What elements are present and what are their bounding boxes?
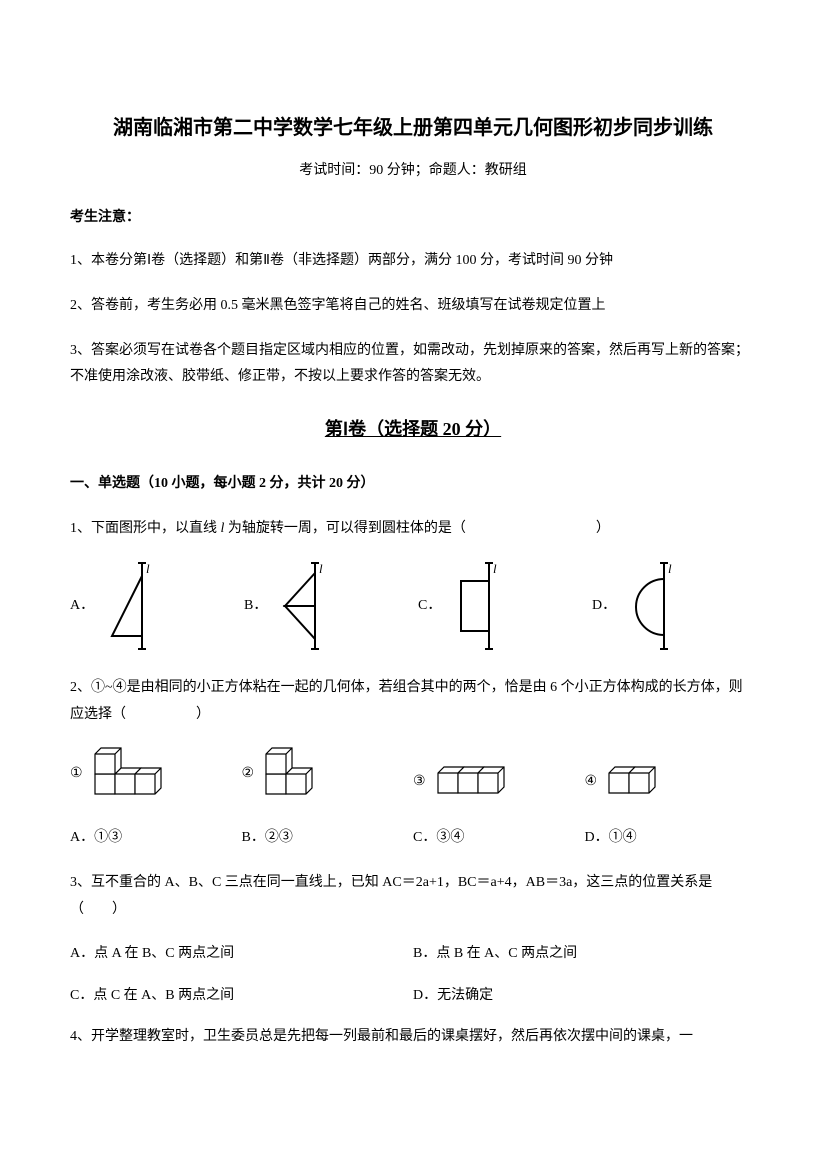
q1-option-d: D． l xyxy=(592,561,756,651)
svg-text:l: l xyxy=(493,561,497,576)
q2-shape-3-icon xyxy=(432,761,522,801)
q3-options-row-2: C．点 C 在 A、B 两点之间 D．无法确定 xyxy=(70,983,756,1008)
q1-shape-d-icon: l xyxy=(624,561,679,651)
q2-opt-c: C．③④ xyxy=(413,825,585,850)
q1-shape-c-icon: l xyxy=(449,561,504,651)
q1-shape-a-icon: l xyxy=(102,561,157,651)
q2-opt-b: B．②③ xyxy=(242,825,414,850)
q1-label-d: D． xyxy=(592,593,616,618)
q2-shape-1-icon xyxy=(89,746,179,801)
notice-item-2: 2、答卷前，考生务必用 0.5 毫米黑色签字笔将自己的姓名、班级填写在试卷规定位… xyxy=(70,293,756,320)
q2-shape-4: ④ xyxy=(585,761,757,801)
q2-shape-1: ① xyxy=(70,746,242,801)
q1-text-end: ） xyxy=(596,521,610,536)
q2-shapes-row: ① ② ③ xyxy=(70,746,756,801)
q2-opt-d: D．①④ xyxy=(585,825,757,850)
question-4: 4、开学整理教室时，卫生委员总是先把每一列最前和最后的课桌摆好，然后再依次摆中间… xyxy=(70,1024,756,1051)
notice-item-1: 1、本卷分第Ⅰ卷（选择题）和第Ⅱ卷（非选择题）两部分，满分 100 分，考试时间… xyxy=(70,248,756,275)
question-3: 3、互不重合的 A、B、C 三点在同一直线上，已知 AC＝2a+1，BC＝a+4… xyxy=(70,870,756,923)
q2-opt-a: A．①③ xyxy=(70,825,242,850)
q2-shape-4-icon xyxy=(603,761,673,801)
q2-shape-label-2: ② xyxy=(242,761,255,786)
question-2: 2、①~④是由相同的小正方体粘在一起的几何体，若组合其中的两个，恰是由 6 个小… xyxy=(70,675,756,728)
q3-options-row-1: A．点 A 在 B、C 两点之间 B．点 B 在 A、C 两点之间 xyxy=(70,941,756,966)
q1-label-c: C． xyxy=(418,593,441,618)
svg-text:l: l xyxy=(146,561,150,576)
q1-option-c: C． l xyxy=(418,561,582,651)
q1-shape-b-icon: l xyxy=(275,561,330,651)
section-1-header: 第Ⅰ卷（选择题 20 分） xyxy=(70,413,756,445)
notice-heading: 考生注意： xyxy=(70,205,756,230)
subsection-1: 一、单选题（10 小题，每小题 2 分，共计 20 分） xyxy=(70,471,756,496)
q1-label-b: B． xyxy=(244,593,267,618)
q2-shape-3: ③ xyxy=(413,761,585,801)
svg-text:l: l xyxy=(668,561,672,576)
q1-option-a: A． l xyxy=(70,561,234,651)
q1-option-b: B． l xyxy=(244,561,408,651)
q2-shape-2-icon xyxy=(260,746,340,801)
q1-italic-l: l xyxy=(217,521,228,536)
q2-shape-label-1: ① xyxy=(70,761,83,786)
svg-text:l: l xyxy=(319,561,323,576)
q2-options-row: A．①③ B．②③ C．③④ D．①④ xyxy=(70,825,756,850)
question-1: 1、下面图形中，以直线 l 为轴旋转一周，可以得到圆柱体的是（ ） xyxy=(70,516,756,543)
q2-shape-label-4: ④ xyxy=(585,769,598,794)
q1-text-prefix: 1、下面图形中，以直线 xyxy=(70,521,217,536)
q3-opt-a: A．点 A 在 B、C 两点之间 xyxy=(70,941,413,966)
page-subtitle: 考试时间：90 分钟；命题人：教研组 xyxy=(70,158,756,183)
notice-item-3: 3、答案必须写在试卷各个题目指定区域内相应的位置，如需改动，先划掉原来的答案，然… xyxy=(70,338,756,391)
q2-shape-2: ② xyxy=(242,746,414,801)
q1-text-suffix: 为轴旋转一周，可以得到圆柱体的是（ xyxy=(228,521,466,536)
q1-options-row: A． l B． l C． l D． xyxy=(70,561,756,651)
q3-opt-b: B．点 B 在 A、C 两点之间 xyxy=(413,941,756,966)
q3-opt-c: C．点 C 在 A、B 两点之间 xyxy=(70,983,413,1008)
page-title: 湖南临湘市第二中学数学七年级上册第四单元几何图形初步同步训练 xyxy=(70,110,756,146)
q1-label-a: A． xyxy=(70,593,94,618)
q2-shape-label-3: ③ xyxy=(413,769,426,794)
q3-opt-d: D．无法确定 xyxy=(413,983,756,1008)
